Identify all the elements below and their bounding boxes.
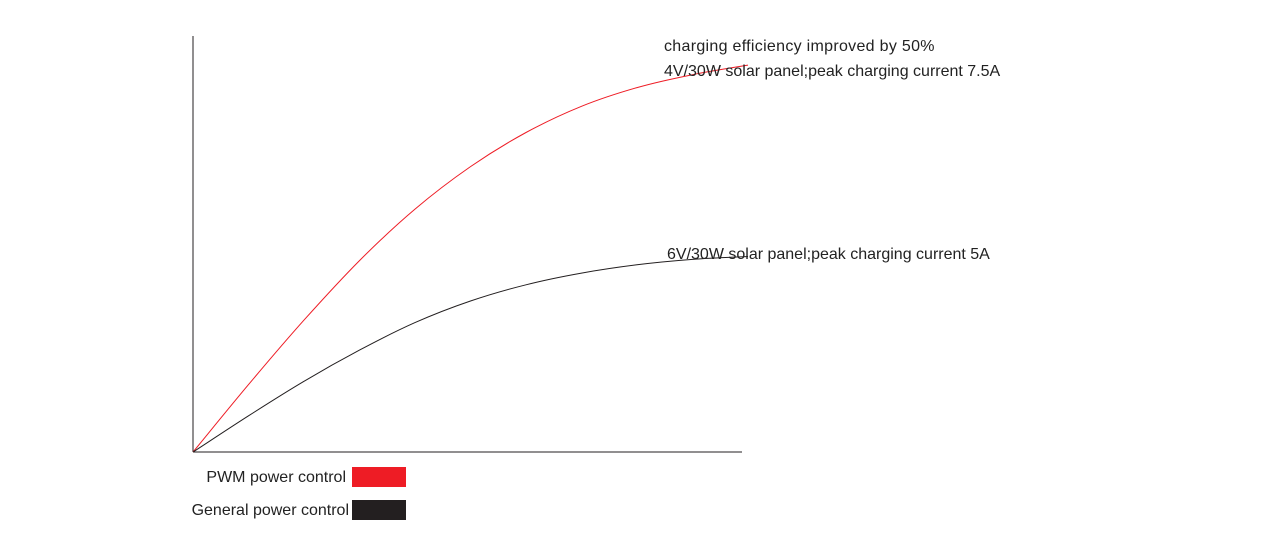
legend-swatch-general — [352, 500, 406, 520]
annotation-efficiency: charging efficiency improved by 50% — [664, 38, 935, 55]
legend-swatch-pwm — [352, 467, 406, 487]
annotation-pwm-series: 4V/30W solar panel;peak charging current… — [664, 63, 1001, 80]
annotation-general-series: 6V/30W solar panel;peak charging current… — [667, 246, 990, 263]
series-line-general-power-control — [192, 256, 749, 453]
series-line-pwm-power-control — [192, 64, 749, 453]
legend-label-pwm: PWM power control — [206, 469, 346, 486]
legend-label-general: General power control — [191, 502, 349, 519]
